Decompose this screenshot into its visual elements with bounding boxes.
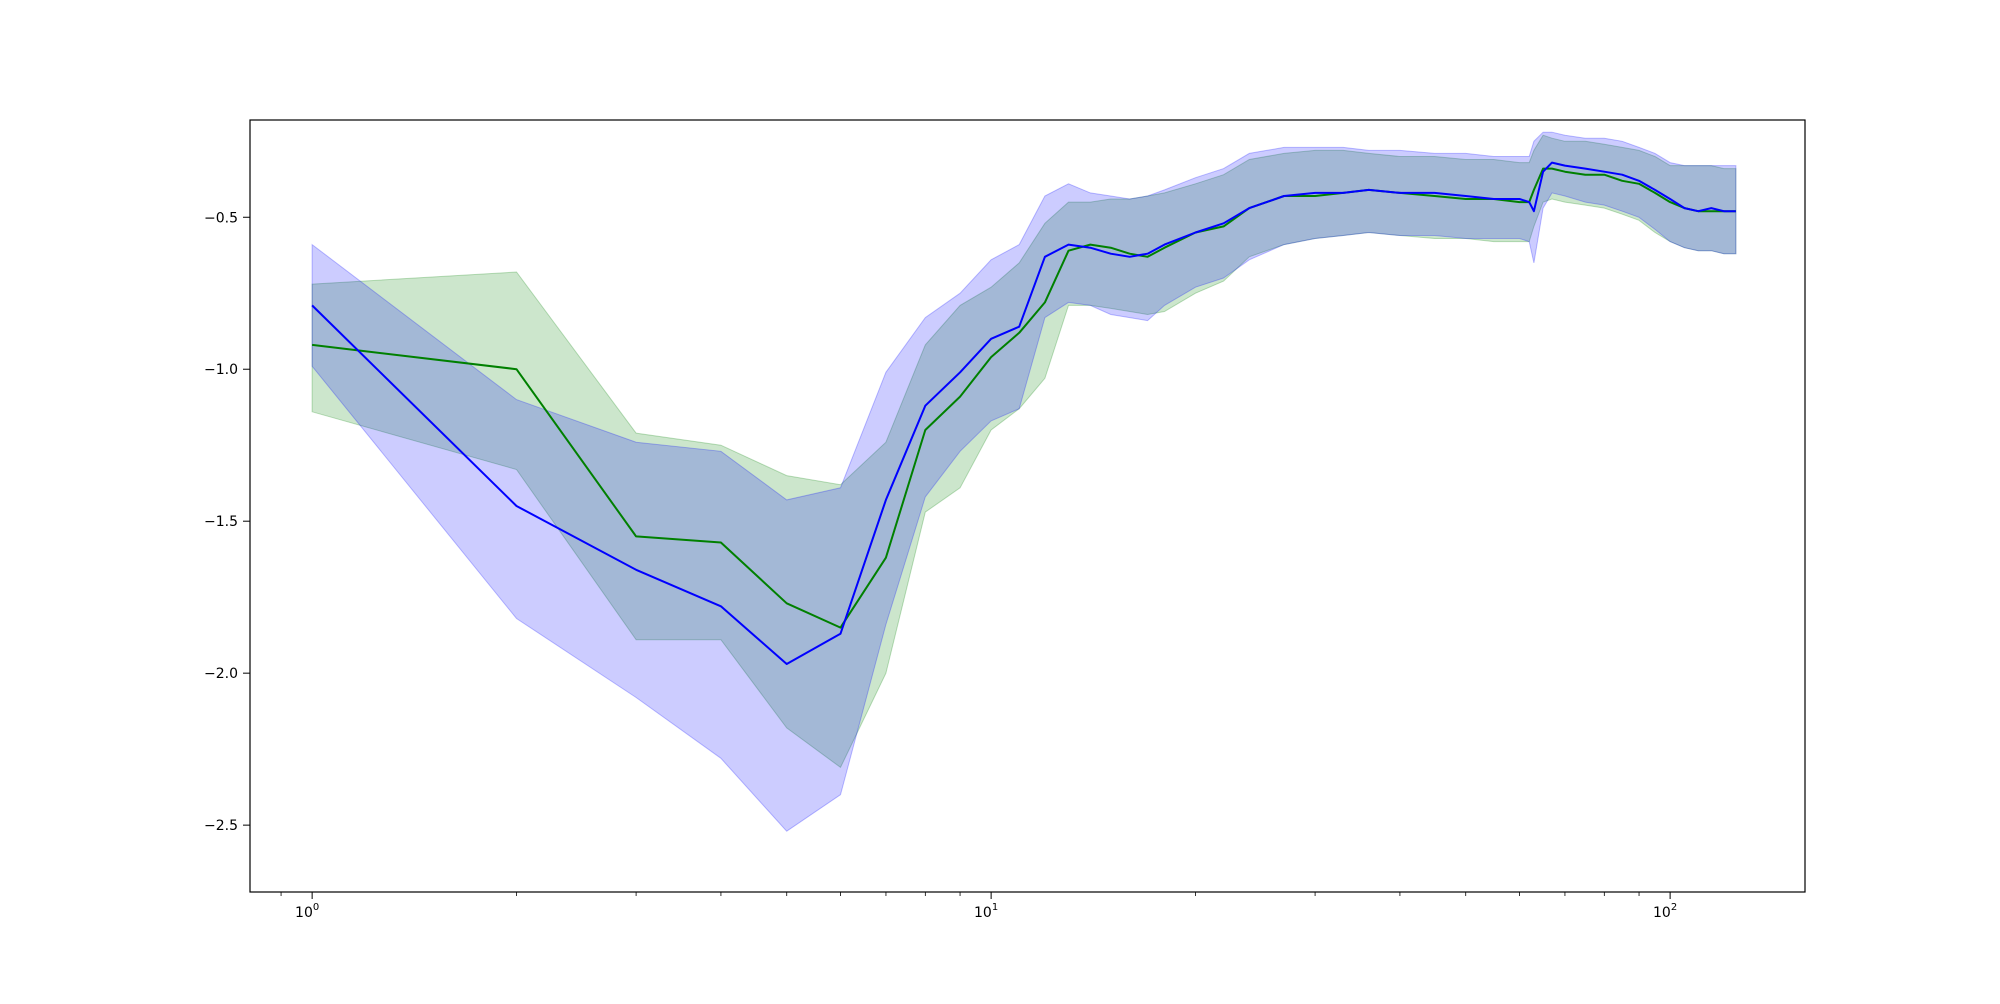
series-2-band — [311, 131, 1737, 832]
plot-frame — [249, 119, 1806, 893]
y-axis: −0.5 −1.0 −1.5 −2.0 −2.5 — [204, 210, 250, 834]
y-tick-label-1: −0.5 — [204, 210, 238, 226]
series-1-band — [311, 134, 1737, 769]
x-tick-label-2: 101 — [974, 902, 998, 921]
series-1-line — [311, 167, 1736, 629]
series-2-line — [311, 161, 1736, 665]
series-lines — [311, 161, 1736, 665]
x-axis: 100 101 102 — [280, 892, 1677, 921]
x-tick-label-1: 100 — [295, 902, 319, 921]
confidence-bands — [311, 131, 1737, 832]
y-tick-label-4: −2.0 — [204, 666, 238, 682]
y-tick-label-2: −1.0 — [204, 362, 238, 378]
y-tick-label-3: −1.5 — [204, 514, 238, 530]
y-tick-label-5: −2.5 — [204, 818, 238, 834]
x-tick-label-3: 102 — [1653, 902, 1677, 921]
